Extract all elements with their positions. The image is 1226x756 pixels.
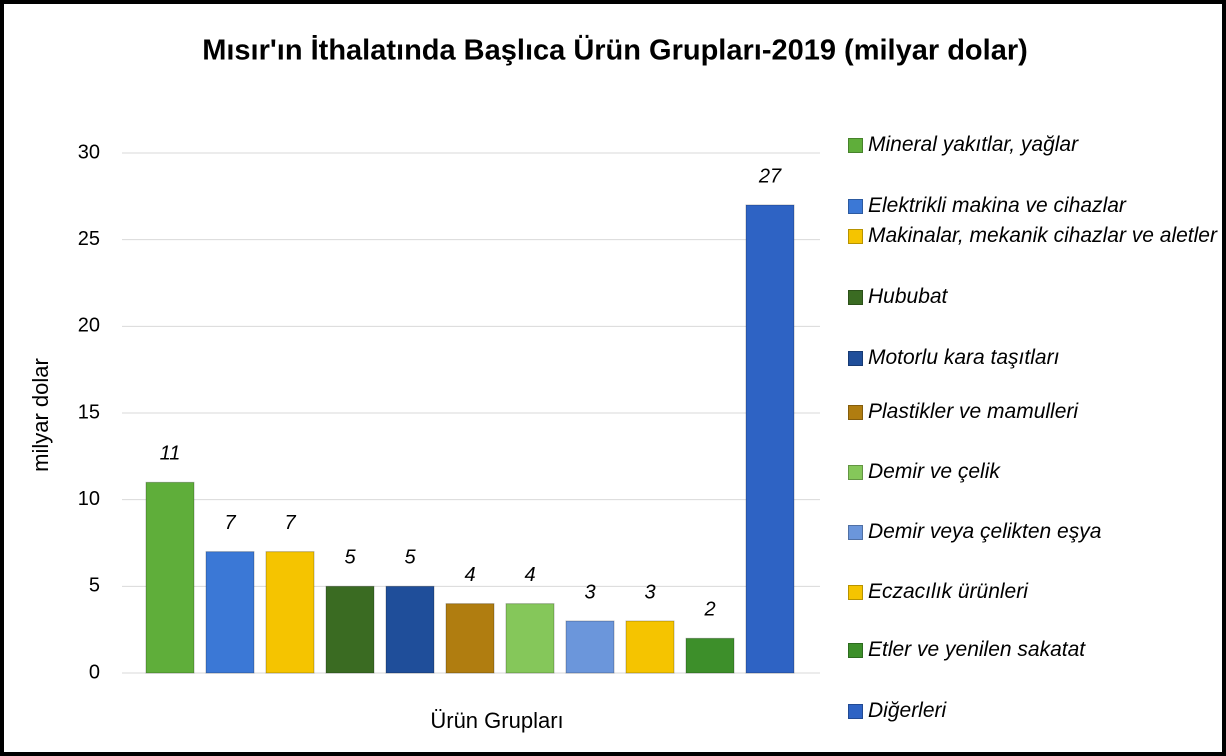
legend-swatch — [848, 290, 863, 305]
legend-swatch — [848, 585, 863, 600]
legend-swatch — [848, 351, 863, 366]
y-tick-label: 30 — [78, 141, 100, 163]
legend-label: Hububat — [868, 285, 948, 308]
legend-label: Etler ve yenilen sakatat — [868, 638, 1086, 661]
y-tick-label: 25 — [78, 228, 100, 250]
y-tick-label: 10 — [78, 488, 100, 510]
x-axis-title: Ürün Grupları — [430, 708, 563, 733]
legend-swatch — [848, 704, 863, 719]
value-label: 11 — [160, 443, 181, 465]
bar — [685, 637, 735, 674]
legend-label: Mineral yakıtlar, yağlar — [868, 133, 1079, 156]
y-tick-label: 20 — [78, 315, 100, 337]
y-axis-title: milyar dolar — [28, 358, 53, 472]
legend-label: Demir ve çelik — [868, 460, 1000, 483]
legend-swatch — [848, 138, 863, 153]
value-label: 3 — [584, 581, 595, 603]
legend-swatch — [848, 465, 863, 480]
legend-item: Makinalar, mekanik cihazlar ve aletler — [848, 221, 1218, 251]
legend-swatch — [848, 643, 863, 658]
legend-label: Makinalar, mekanik cihazlar ve aletler — [868, 224, 1217, 247]
bar — [385, 585, 435, 674]
bar — [265, 551, 315, 674]
bar — [445, 603, 495, 674]
legend-label: Diğerleri — [868, 699, 947, 722]
bar — [565, 620, 615, 674]
value-label: 7 — [284, 512, 296, 534]
bar — [625, 620, 675, 674]
legend-label: Elektrikli makina ve cihazlar — [868, 194, 1126, 217]
legend-swatch — [848, 405, 863, 420]
legend-label: Eczacılık ürünleri — [868, 580, 1028, 603]
bar — [205, 551, 255, 674]
legend-item: Demir veya çelikten eşya — [848, 517, 1218, 547]
legend-item: Motorlu kara taşıtları — [848, 343, 1218, 373]
value-label: 27 — [758, 165, 782, 187]
value-label: 3 — [644, 581, 655, 603]
bar — [745, 204, 795, 674]
legend-label: Demir veya çelikten eşya — [868, 520, 1102, 543]
value-label: 7 — [224, 512, 236, 534]
y-tick-label: 0 — [89, 661, 100, 683]
legend-label: Motorlu kara taşıtları — [868, 346, 1060, 369]
y-tick-label: 15 — [78, 401, 100, 423]
legend-item: Elektrikli makina ve cihazlar — [848, 191, 1218, 221]
legend-item: Eczacılık ürünleri — [848, 577, 1218, 607]
value-label: 4 — [524, 564, 535, 586]
legend-item: Demir ve çelik — [848, 457, 1218, 487]
legend-swatch — [848, 525, 863, 540]
bar — [325, 585, 375, 674]
value-label: 5 — [404, 547, 416, 569]
legend-item: Mineral yakıtlar, yağlar — [848, 130, 1218, 160]
legend-swatch — [848, 199, 863, 214]
legend-item: Plastikler ve mamulleri — [848, 397, 1218, 427]
legend-item: Hububat — [848, 282, 1218, 312]
chart-title: Mısır'ın İthalatında Başlıca Ürün Grupla… — [202, 34, 1028, 67]
value-label: 5 — [344, 547, 356, 569]
legend-item: Diğerleri — [848, 696, 1218, 726]
legend-item: Etler ve yenilen sakatat — [848, 635, 1218, 665]
legend-label: Plastikler ve mamulleri — [868, 400, 1079, 423]
value-label: 4 — [464, 564, 475, 586]
bar — [145, 481, 195, 674]
bar — [505, 603, 555, 674]
legend-swatch — [848, 229, 863, 244]
y-tick-label: 5 — [89, 575, 100, 597]
value-label: 2 — [703, 599, 715, 621]
